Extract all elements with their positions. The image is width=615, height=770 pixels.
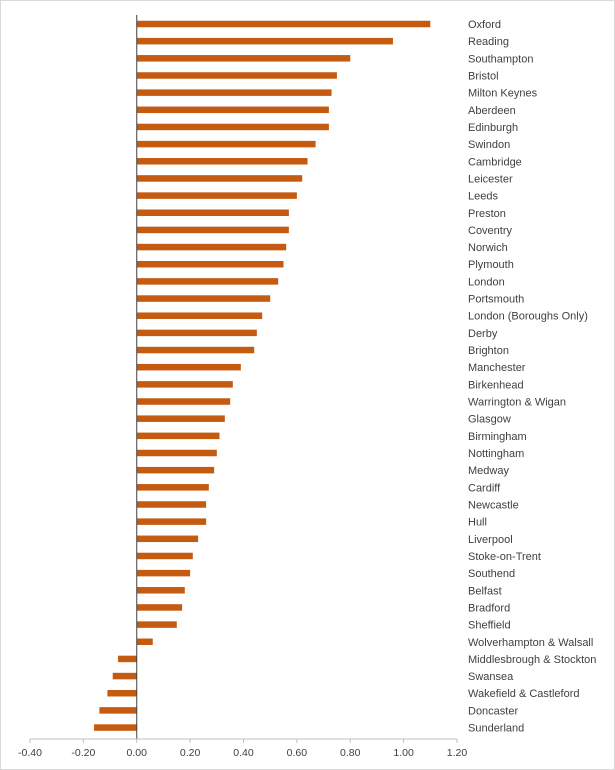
bar-aberdeen	[136, 106, 329, 114]
bar-derby	[136, 329, 257, 337]
x-tick-label: 0.20	[180, 747, 201, 759]
bar-bristol	[136, 72, 337, 79]
x-tick-label: 0.80	[340, 747, 361, 759]
bar-cardiff	[136, 484, 209, 491]
bar-belfast	[136, 587, 185, 594]
category-label: Milton Keynes	[468, 88, 538, 100]
category-label: London (Boroughs Only)	[468, 311, 588, 323]
x-tick-label: 0.60	[287, 747, 308, 759]
category-label: Edinburgh	[468, 122, 518, 134]
bar-southend	[136, 569, 191, 577]
category-label: Aberdeen	[468, 105, 516, 117]
bar-wolverhampton-walsall	[136, 638, 153, 646]
bar-birkenhead	[136, 381, 233, 388]
bars-group	[94, 20, 431, 731]
x-tick-label: 1.00	[393, 747, 414, 759]
bar-swansea	[112, 672, 137, 680]
category-label: Glasgow	[468, 414, 511, 426]
category-label: Reading	[468, 36, 509, 48]
bar-glasgow	[136, 415, 225, 422]
category-label: Belfast	[468, 585, 502, 597]
category-label: Southampton	[468, 53, 533, 65]
bar-middlesbrough-stockton	[118, 655, 137, 663]
bar-coventry	[136, 226, 289, 234]
bar-hull	[136, 518, 207, 525]
bar-london-boroughs-only	[136, 312, 263, 319]
bar-oxford	[136, 20, 431, 28]
category-label: Sunderland	[468, 723, 524, 735]
category-label: Plymouth	[468, 259, 514, 271]
bar-sheffield	[136, 621, 177, 628]
category-label: Norwich	[468, 242, 508, 254]
bar-edinburgh	[136, 123, 329, 131]
category-label: Hull	[468, 517, 487, 529]
bar-southampton	[136, 55, 351, 62]
x-tick-label: -0.40	[18, 747, 42, 759]
bar-liverpool	[136, 535, 199, 543]
x-tick-label: 1.20	[447, 747, 468, 759]
bar-norwich	[136, 243, 287, 251]
category-label: Cardiff	[468, 482, 501, 494]
category-label: Nottingham	[468, 448, 524, 460]
x-tick-label: -0.20	[71, 747, 95, 759]
category-label: Sheffield	[468, 620, 511, 632]
bar-sunderland	[94, 724, 137, 731]
category-label: Wakefield & Castleford	[468, 688, 579, 700]
bar-preston	[136, 209, 289, 217]
category-label: Bristol	[468, 70, 499, 82]
category-label: Doncaster	[468, 705, 518, 717]
category-label: Medway	[468, 465, 509, 477]
category-label: Middlesbrough & Stockton	[468, 654, 596, 666]
category-label: Derby	[468, 328, 498, 340]
bar-warrington-wigan	[136, 398, 231, 405]
category-label: Leeds	[468, 191, 498, 203]
x-tick-label: 0.00	[127, 747, 148, 759]
category-label: Warrington & Wigan	[468, 397, 566, 409]
x-tick-label: 0.40	[233, 747, 254, 759]
bar-london	[136, 278, 279, 285]
category-label: Brighton	[468, 345, 509, 357]
bar-doncaster	[99, 707, 137, 714]
category-label: Oxford	[468, 19, 501, 31]
bar-brighton	[136, 346, 255, 354]
category-labels-group: Oxford Reading Southampton Bristol Milton Ke…	[468, 19, 596, 735]
bar-bradford	[136, 604, 183, 611]
bar-stoke-on-trent	[136, 552, 193, 560]
category-label: London	[468, 276, 505, 288]
bar-swindon	[136, 140, 316, 148]
category-label: Coventry	[468, 225, 513, 237]
category-label: Bradford	[468, 602, 510, 614]
bar-manchester	[136, 363, 241, 371]
bar-medway	[136, 466, 215, 474]
bar-reading	[136, 37, 393, 45]
bar-portsmouth	[136, 295, 271, 302]
bar-plymouth	[136, 260, 284, 268]
category-label: Birkenhead	[468, 379, 524, 391]
bar-newcastle	[136, 501, 207, 508]
axes-group	[29, 15, 458, 743]
category-label: Cambridge	[468, 156, 522, 168]
bar-leicester	[136, 175, 303, 182]
bar-nottingham	[136, 449, 217, 457]
tick-labels-group: -0.40 -0.20 0.00 0.20 0.40 0.60 0.80 1.00 1.20	[18, 747, 467, 759]
category-label: Preston	[468, 208, 506, 220]
bar-birmingham	[136, 432, 220, 440]
category-label: Liverpool	[468, 534, 513, 546]
category-label: Newcastle	[468, 499, 519, 511]
category-label: Portsmouth	[468, 294, 524, 306]
category-label: Wolverhampton & Walsall	[468, 637, 593, 649]
bar-milton-keynes	[136, 89, 332, 96]
bar-cambridge	[136, 158, 308, 165]
category-label: Swindon	[468, 139, 510, 151]
bar-leeds	[136, 192, 297, 199]
category-label: Manchester	[468, 362, 526, 374]
category-label: Southend	[468, 568, 515, 580]
bar-wakefield-castleford	[107, 689, 137, 697]
category-label: Birmingham	[468, 431, 527, 443]
category-label: Leicester	[468, 173, 513, 185]
category-label: Stoke-on-Trent	[468, 551, 541, 563]
category-label: Swansea	[468, 671, 514, 683]
